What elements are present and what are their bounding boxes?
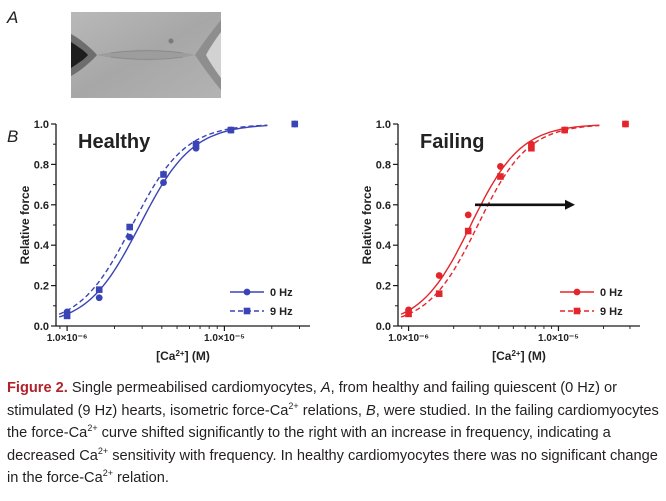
legend-marker [243, 307, 251, 315]
y-tick-label: 0.6 [376, 200, 391, 212]
data-point [405, 310, 412, 318]
x-tick-label: 1.0×10⁻⁶ [388, 333, 429, 344]
data-point [435, 272, 443, 279]
legend-marker [573, 307, 581, 315]
y-tick-label: 0.2 [376, 281, 391, 293]
caption-a: A [320, 380, 331, 396]
caption-sup: 2+ [97, 445, 109, 456]
data-point [497, 163, 504, 170]
caption-text: , from healthy and failing quiescent (0 … [7, 380, 617, 419]
y-tick-label: 1.0 [376, 119, 391, 131]
caption-text: , were studied. In the failing cardiomyo… [7, 402, 659, 442]
data-point [464, 211, 472, 219]
legend-label: 9 Hz [600, 306, 623, 318]
x-tick-label: 1.0×10⁻⁵ [204, 333, 245, 344]
chart-title: Failing [420, 131, 484, 153]
data-point [95, 294, 103, 302]
data-point [63, 312, 71, 320]
legend-marker [573, 288, 581, 296]
data-point [464, 227, 472, 235]
figure-label: Figure 2. [7, 380, 68, 396]
data-point [160, 179, 167, 186]
y-tick-label: 0.8 [376, 159, 391, 171]
panel-b-label: B [7, 127, 19, 146]
failing-chart: 0.0 0.2 0.4 0.6 0.8 1.0 1.0×10⁻⁶ 1.0×10⁻⁵ [Ca2+]… [360, 119, 640, 364]
figure-caption: Figure 2. Single permeabilised cardiomyo… [7, 377, 663, 490]
series-line-0-hz [58, 124, 268, 318]
legend-marker [243, 288, 251, 296]
data-point [622, 120, 629, 128]
y-tick-label: 0.0 [376, 321, 391, 333]
x-tick-label: 1.0×10⁻⁶ [47, 333, 88, 344]
caption-b: B [366, 402, 376, 419]
y-axis-title: Relative force [18, 185, 32, 264]
y-tick-label: 0.4 [34, 240, 50, 252]
x-axis-title: [Ca2+] (M) [492, 349, 546, 364]
x-tick-label: 1.0×10⁻⁵ [538, 333, 579, 344]
x-axis-title: [Ca2+] (M) [156, 349, 210, 364]
shift-arrow-head [565, 199, 575, 210]
legend-label: 0 Hz [600, 287, 623, 299]
data-point [95, 286, 103, 293]
caption-text: Single permeabilised cardiomyocytes, [67, 380, 321, 396]
data-point [126, 233, 134, 241]
legend-label: 0 Hz [270, 287, 293, 299]
healthy-chart: 0.0 0.2 0.4 0.6 0.8 1.0 1.0×10⁻⁶ 1.0×10⁻⁵ [Ca2+]… [18, 119, 310, 364]
caption-sup: 2+ [288, 400, 299, 411]
series-line-9-hz [58, 124, 268, 315]
caption-text: relations, [298, 402, 367, 419]
y-tick-label: 0.6 [34, 200, 49, 212]
legend-label: 9 Hz [270, 306, 293, 318]
data-point [126, 223, 134, 231]
data-point [192, 140, 200, 148]
caption-text: relation. [112, 470, 169, 487]
caption-text: curve shifted significantly to the right… [7, 425, 611, 464]
caption-text: sensitivity with frequency. In healthy c… [7, 447, 658, 487]
y-tick-label: 0.4 [376, 240, 392, 252]
data-point [435, 290, 443, 297]
y-tick-label: 0.2 [34, 281, 49, 293]
data-point [291, 120, 299, 128]
data-point [561, 126, 568, 134]
y-tick-label: 1.0 [34, 119, 49, 131]
series-line-9-hz [400, 124, 600, 318]
chart-title: Healthy [78, 131, 151, 153]
data-point [227, 126, 235, 134]
series-line-0-hz [400, 124, 600, 315]
data-point [497, 173, 504, 180]
panel-a-label: A [7, 8, 19, 27]
caption-sup: 2+ [102, 468, 113, 479]
y-tick-label: 0.0 [34, 321, 49, 333]
data-point [160, 171, 167, 178]
data-point [528, 144, 535, 152]
micrograph-image [71, 12, 221, 98]
y-axis-title: Relative force [360, 185, 374, 264]
caption-sup: 2+ [87, 423, 98, 434]
y-tick-label: 0.8 [34, 159, 49, 171]
